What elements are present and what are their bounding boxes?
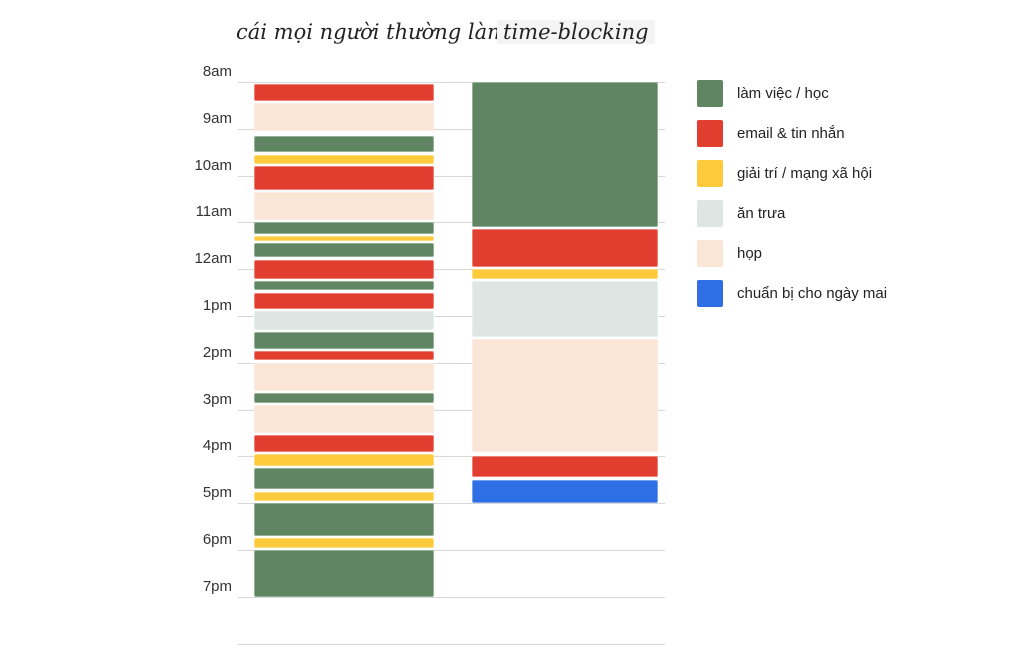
- time-label: 11am: [195, 203, 232, 221]
- typical-block-email: [254, 84, 434, 101]
- timeblock-block-lunch: [472, 280, 658, 338]
- typical-block-social: [254, 538, 434, 548]
- legend-item-lunch: ăn trưa: [697, 200, 997, 228]
- hour-gridline: [238, 456, 665, 458]
- time-label: 6pm: [202, 531, 232, 548]
- time-label: 3pm: [202, 390, 232, 408]
- hour-gridline: [238, 175, 665, 177]
- hour-gridline: [238, 550, 665, 551]
- hour-gridline: [238, 596, 665, 598]
- typical-block-social: [254, 491, 434, 501]
- typical-block-work: [254, 503, 434, 536]
- typical-block-email: [254, 259, 434, 279]
- timeblock-block-meeting: [472, 339, 658, 452]
- typical-block-work: [254, 280, 434, 291]
- timeblock-block-email: [472, 456, 658, 478]
- typical-block-work: [254, 222, 434, 235]
- typical-block-work: [254, 393, 434, 403]
- timeblock-block-prep: [472, 479, 658, 504]
- typical-block-email: [254, 292, 434, 309]
- typical-block-email: [254, 435, 434, 452]
- legend-item-prep: chuẩn bị cho ngày mai: [697, 280, 997, 308]
- timeblock-block-work: [472, 82, 658, 228]
- time-blocking-column: [472, 0, 658, 612]
- timeblock-block-email: [472, 229, 658, 267]
- legend-item-social: giải trí / mạng xã hội: [697, 160, 997, 188]
- typical-block-email: [254, 351, 434, 361]
- time-label: 1pm: [202, 297, 232, 314]
- legend-swatch: [697, 120, 723, 147]
- legend-label: làm việc / học: [737, 85, 829, 102]
- time-label: 10am: [194, 156, 232, 174]
- typical-day-title: cái mọi người thường làm: [236, 20, 508, 44]
- legend-item-email: email & tin nhắn: [697, 120, 997, 148]
- typical-block-social: [254, 454, 434, 466]
- legend-swatch: [697, 200, 723, 227]
- legend-label: chuẩn bị cho ngày mai: [737, 285, 888, 302]
- typical-block-work: [254, 332, 434, 349]
- time-label: 9am: [202, 109, 232, 127]
- legend-label: ăn trưa: [737, 205, 786, 222]
- legend-item-work: làm việc / học: [697, 80, 997, 108]
- typical-block-meeting: [254, 362, 434, 391]
- time-label: 5pm: [202, 484, 232, 502]
- hour-gridline: [238, 269, 665, 271]
- legend-label: họp: [737, 245, 763, 262]
- hour-gridline: [238, 222, 665, 224]
- typical-block-social: [254, 154, 434, 164]
- typical-block-work: [254, 243, 434, 258]
- legend-swatch: [697, 80, 723, 107]
- time-label: 7pm: [202, 577, 232, 595]
- typical-block-email: [254, 166, 434, 190]
- timeblock-block-social: [472, 269, 658, 279]
- hour-gridline: [238, 503, 665, 505]
- legend-label: email & tin nhắn: [737, 125, 845, 142]
- time-label: 2pm: [202, 343, 232, 361]
- time-label: 12am: [194, 250, 232, 268]
- typical-block-meeting: [254, 404, 434, 433]
- time-label: 4pm: [202, 437, 232, 455]
- typical-block-work: [254, 468, 434, 490]
- typical-block-meeting: [254, 191, 434, 221]
- legend-swatch: [697, 160, 723, 187]
- hour-gridline: [238, 409, 665, 411]
- hour-gridline: [238, 316, 665, 317]
- legend-swatch: [697, 280, 723, 307]
- time-axis: 8am 9am 10am 11am 12am 1pm 2pm 3pm 4pm 5pm 6pm 7pm: [0, 0, 240, 612]
- time-blocking-title: time-blocking: [497, 20, 655, 44]
- legend-swatch: [697, 240, 723, 267]
- legend-label: giải trí / mạng xã hội: [737, 165, 873, 182]
- hour-gridline: [238, 82, 665, 83]
- typical-block-work: [254, 135, 434, 153]
- typical-block-lunch: [254, 311, 434, 331]
- typical-block-meeting: [254, 103, 434, 132]
- typical-block-social: [254, 236, 434, 242]
- legend-item-meeting: họp: [697, 240, 997, 268]
- typical-day-column: [254, 0, 434, 612]
- hour-gridline: [238, 643, 665, 645]
- time-label: 8am: [202, 63, 232, 80]
- hour-gridline: [238, 128, 665, 130]
- typical-block-work: [254, 550, 434, 597]
- hour-gridline: [238, 362, 665, 364]
